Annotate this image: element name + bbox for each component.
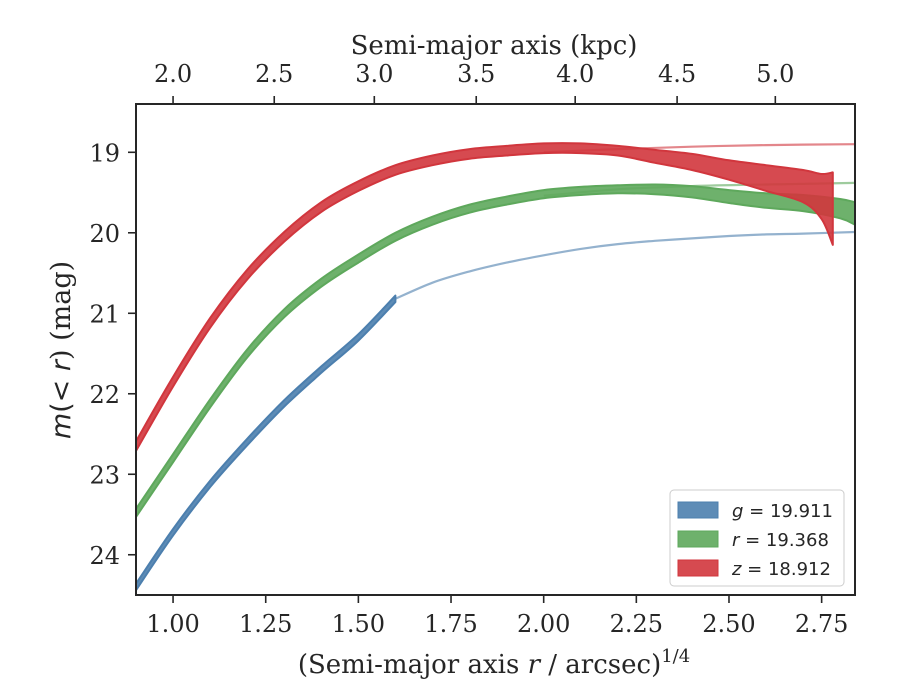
top-tick-label: 3.0 xyxy=(355,60,393,88)
legend-entry-z: z = 18.912 xyxy=(731,559,831,580)
band-g xyxy=(136,294,397,592)
top-tick-label: 2.5 xyxy=(255,60,293,88)
legend-swatch-z xyxy=(677,559,719,577)
y-tick-label: 24 xyxy=(89,542,120,570)
legend-swatch-g xyxy=(677,501,719,519)
y-tick-label: 20 xyxy=(89,220,120,248)
model-line-g xyxy=(394,230,855,300)
x-tick-label: 2.50 xyxy=(702,610,755,638)
x-axis-label-mid: / arcsec) xyxy=(540,650,661,680)
top-axis-label: Semi-major axis (kpc) xyxy=(351,31,638,61)
x-axis-label-var: r xyxy=(528,650,542,680)
x-tick-label: 1.25 xyxy=(239,610,292,638)
y-tick-label: 23 xyxy=(89,461,120,489)
top-tick-label: 4.0 xyxy=(556,60,594,88)
y-axis-label-post: ) (mag) xyxy=(46,261,77,360)
x-tick-label: 2.75 xyxy=(795,610,848,638)
series-layer xyxy=(136,142,855,592)
top-tick-label: 4.5 xyxy=(658,60,696,88)
y-axis-label-var: r xyxy=(46,358,77,371)
x-tick-label: 1.50 xyxy=(332,610,385,638)
x-tick-label: 1.75 xyxy=(424,610,477,638)
y-tick-label: 19 xyxy=(89,139,120,167)
top-tick-label: 3.5 xyxy=(457,60,495,88)
legend-entry-r: r = 19.368 xyxy=(732,530,829,551)
x-axis-label-sup: 1/4 xyxy=(661,646,690,667)
legend: g = 19.911 r = 19.368 z = 18.912 xyxy=(669,489,845,587)
x-axis-label-pre: (Semi-major axis xyxy=(298,650,528,680)
band-r xyxy=(136,183,855,518)
x-tick-label: 1.00 xyxy=(146,610,199,638)
band-z xyxy=(136,142,834,452)
y-axis-label: m(< r) (mag) xyxy=(46,261,77,439)
legend-swatch-r xyxy=(677,530,719,548)
y-axis-label-mid: (< xyxy=(46,371,77,413)
top-tick-label: 2.0 xyxy=(154,60,192,88)
ticks-layer: 1.00 1.25 1.50 1.75 2.00 2.25 2.50 2.75 19 20 21 22… xyxy=(89,60,848,638)
y-tick-label: 22 xyxy=(89,381,120,409)
y-tick-label: 21 xyxy=(89,300,120,328)
y-axis-label-pre: m xyxy=(46,413,77,439)
x-tick-label: 2.00 xyxy=(517,610,570,638)
top-tick-label: 5.0 xyxy=(756,60,794,88)
plot-frame xyxy=(135,103,856,596)
legend-entry-g: g = 19.911 xyxy=(732,501,833,522)
x-axis-label: (Semi-major axis r / arcsec)1/4 xyxy=(298,646,690,680)
x-tick-label: 2.25 xyxy=(610,610,663,638)
